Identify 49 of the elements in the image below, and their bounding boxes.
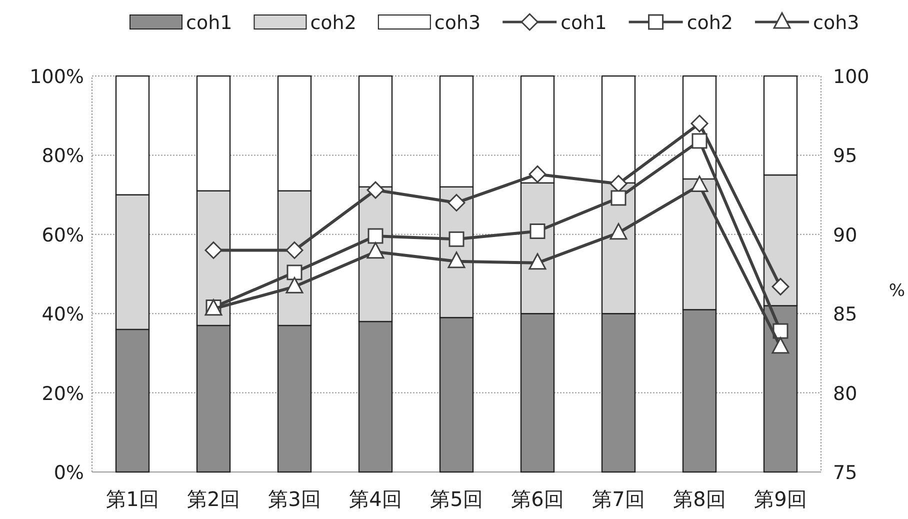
- legend-label: coh1: [560, 12, 607, 34]
- point: [610, 223, 628, 240]
- x-tick-label: 第1回: [106, 487, 159, 511]
- y-tick-label: 60%: [42, 224, 84, 246]
- point: [448, 252, 466, 268]
- y-tick-label: 0%: [54, 462, 84, 484]
- point: [286, 276, 304, 294]
- point: [528, 253, 546, 270]
- point: [690, 114, 708, 132]
- x-tick-label: 第2回: [187, 487, 240, 511]
- point: [448, 194, 466, 212]
- y2-tick-label: 100: [833, 66, 870, 88]
- legend-label: coh1: [186, 12, 232, 34]
- y-tick-label: 80%: [42, 145, 84, 168]
- y-tick-label: 40%: [42, 304, 84, 326]
- y2-tick-label: 75: [833, 462, 858, 484]
- y2-tick-label: 85: [833, 304, 858, 326]
- point: [610, 190, 626, 206]
- x-tick-label: 第5回: [430, 487, 483, 511]
- point: [204, 241, 222, 259]
- y-tick-label: 20%: [42, 382, 84, 405]
- x-tick-label: 第9回: [754, 487, 807, 511]
- y2-tick-label: 90: [833, 224, 858, 246]
- legend-label: coh3: [813, 12, 860, 34]
- y2-tick-label: 80: [833, 382, 858, 405]
- point: [690, 176, 708, 192]
- point: [772, 337, 790, 354]
- legend-label: coh2: [686, 12, 734, 34]
- x-tick-label: 第6回: [511, 487, 564, 511]
- point: [448, 231, 464, 247]
- y2-tick-label: 95: [833, 145, 858, 168]
- x-tick-label: 第7回: [592, 487, 645, 511]
- legend-label: coh2: [310, 12, 356, 34]
- y2-axis-title: %: [888, 281, 906, 301]
- point: [528, 165, 546, 183]
- point: [368, 228, 384, 244]
- x-tick-label: 第8回: [673, 487, 726, 511]
- point: [286, 264, 302, 280]
- point: [692, 133, 708, 149]
- legend-label: coh3: [434, 12, 481, 34]
- x-tick-label: 第4回: [349, 487, 402, 511]
- point: [772, 278, 790, 296]
- point: [366, 242, 384, 259]
- point: [610, 174, 628, 192]
- point: [286, 241, 304, 259]
- y-tick-label: 100%: [30, 66, 84, 88]
- x-tick-label: 第3回: [268, 487, 321, 511]
- point: [366, 181, 384, 199]
- point: [530, 223, 546, 239]
